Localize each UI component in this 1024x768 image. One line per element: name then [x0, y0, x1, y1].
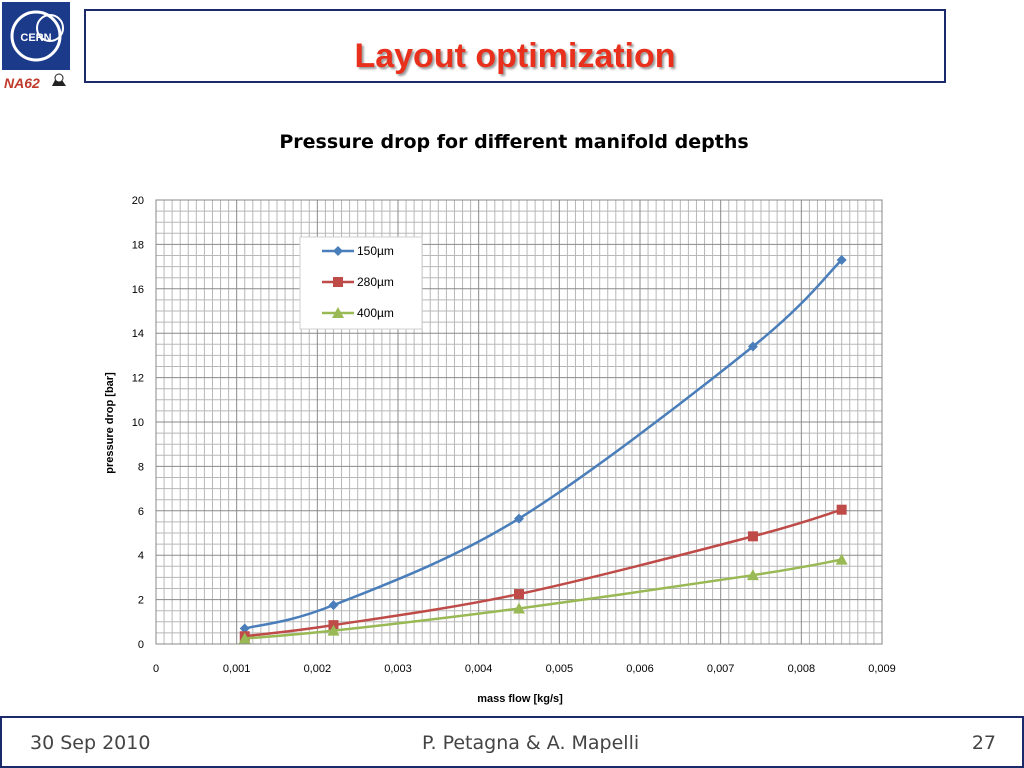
x-tick-label: 0,001	[223, 663, 251, 675]
y-tick-label: 4	[138, 550, 144, 562]
footer-date: 30 Sep 2010	[30, 732, 151, 754]
slide-title: Layout optimization	[354, 37, 676, 75]
y-axis-label: pressure drop [bar]	[104, 372, 116, 474]
na62-logo-text: NA62	[4, 75, 40, 91]
y-tick-label: 6	[138, 506, 144, 518]
data-point	[514, 589, 524, 600]
x-tick-label: 0,007	[707, 663, 735, 675]
x-tick-label: 0,008	[788, 663, 816, 675]
cern-na62-logo: CERN NA62	[0, 0, 80, 100]
data-point	[513, 602, 525, 614]
footer: 30 Sep 2010 P. Petagna & A. Mapelli 27	[0, 716, 1024, 768]
y-tick-label: 12	[132, 373, 144, 385]
y-tick-label: 10	[132, 417, 144, 429]
pressure-drop-chart: Pressure drop for different manifold dep…	[104, 131, 896, 705]
y-tick-label: 8	[138, 461, 144, 473]
x-tick-label: 0,006	[626, 663, 654, 675]
data-point	[239, 623, 250, 634]
cern-logo-text: CERN	[20, 32, 51, 44]
x-tick-label: 0,002	[304, 663, 332, 675]
legend-marker	[333, 246, 343, 256]
chart-title: Pressure drop for different manifold dep…	[279, 131, 748, 153]
data-point	[746, 569, 759, 581]
x-tick-label: 0,004	[465, 663, 493, 675]
title-box: Layout optimization	[84, 9, 946, 83]
x-tick-label: 0	[153, 663, 159, 675]
footer-authors: P. Petagna & A. Mapelli	[422, 732, 640, 754]
chart-legend: 150µm 280µm 400µm	[299, 236, 423, 330]
y-tick-label: 16	[132, 284, 144, 296]
data-point	[747, 341, 758, 352]
data-point	[835, 553, 848, 565]
legend-marker	[332, 307, 344, 318]
x-axis-label: mass flow [kg/s]	[477, 693, 563, 705]
series-line-0	[244, 259, 843, 630]
y-tick-label: 2	[138, 595, 144, 607]
x-tick-label: 0,009	[868, 663, 896, 675]
data-point	[238, 632, 251, 644]
legend-marker	[333, 277, 343, 287]
legend-label: 150µm	[357, 244, 394, 258]
data-point	[514, 513, 524, 524]
x-tick-label: 0,003	[384, 663, 412, 675]
legend-label: 400µm	[357, 306, 394, 320]
x-tick-label: 0,005	[546, 663, 574, 675]
y-tick-label: 0	[138, 639, 144, 651]
y-tick-label: 18	[132, 239, 144, 251]
data-point	[836, 504, 847, 515]
y-tick-label: 20	[132, 195, 144, 207]
y-tick-label: 14	[132, 328, 144, 340]
data-point	[328, 600, 339, 611]
data-point	[836, 254, 847, 265]
page-number: 27	[971, 732, 996, 754]
data-point	[747, 531, 758, 542]
legend-label: 280µm	[357, 275, 394, 289]
data-point	[327, 624, 340, 636]
plot-area	[155, 199, 883, 645]
